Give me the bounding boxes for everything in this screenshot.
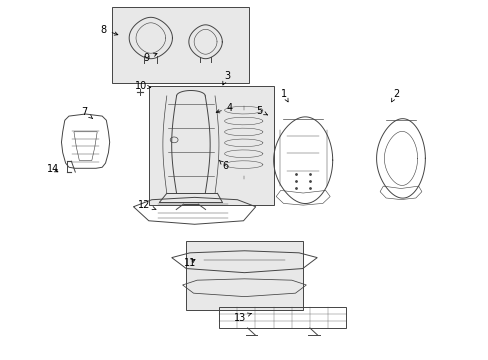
Text: 9: 9 (143, 53, 157, 63)
Bar (112, 7, 249, 83)
Bar (219, 307, 346, 328)
Text: 10: 10 (134, 81, 150, 91)
Text: 3: 3 (223, 71, 230, 85)
Bar (149, 86, 273, 205)
Text: 4: 4 (216, 103, 232, 113)
Text: 6: 6 (219, 160, 227, 171)
Text: 14: 14 (46, 164, 59, 174)
Text: 2: 2 (391, 89, 398, 102)
Text: 11: 11 (183, 258, 196, 268)
Text: 1: 1 (280, 89, 287, 102)
Bar (185, 241, 303, 310)
Text: 7: 7 (81, 107, 92, 118)
Text: 8: 8 (101, 24, 118, 35)
Text: 13: 13 (233, 312, 251, 323)
Text: 12: 12 (138, 200, 156, 210)
Text: 5: 5 (256, 105, 267, 116)
